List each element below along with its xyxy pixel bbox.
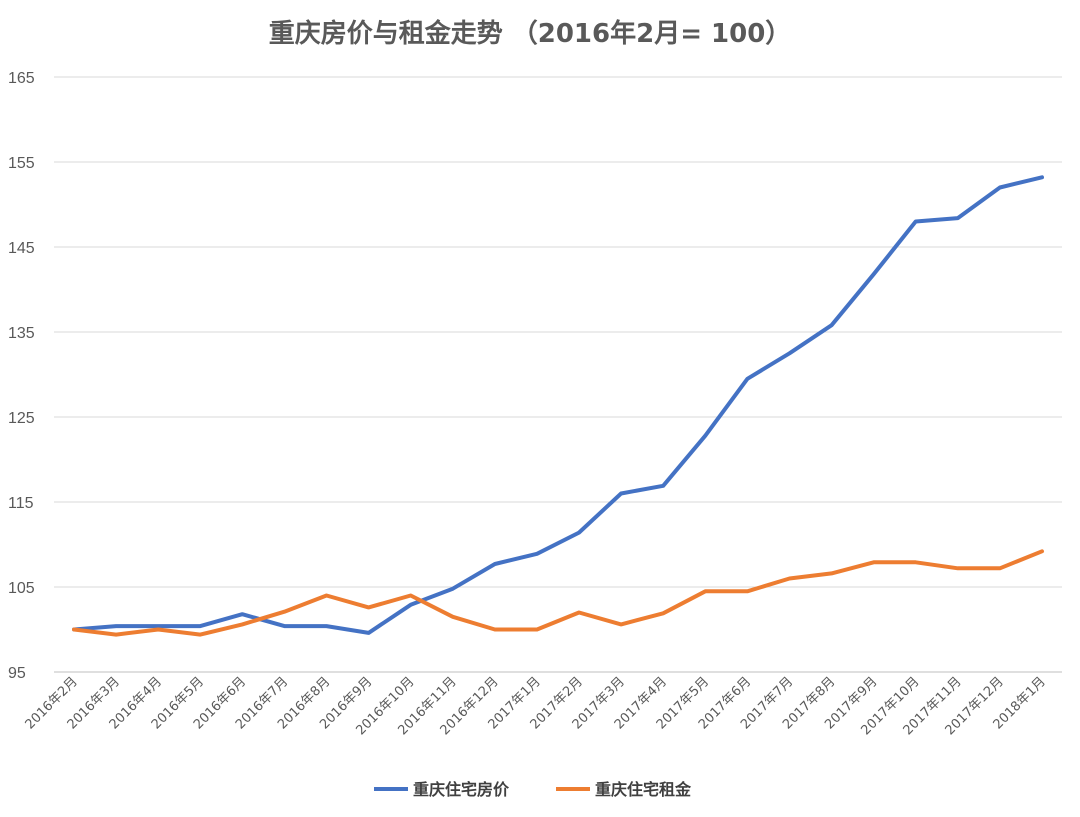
- rent-point: [157, 629, 159, 630]
- house-price-point: [410, 604, 412, 606]
- rent-point: [873, 561, 875, 563]
- house-price-point: [999, 187, 1001, 188]
- rent-point: [368, 606, 370, 608]
- y-tick-label: 115: [8, 495, 34, 512]
- house-price-point: [578, 532, 580, 534]
- house-price-point: [746, 378, 748, 380]
- rent-point: [620, 623, 622, 625]
- house-price-point: [199, 625, 201, 627]
- y-tick-label: 135: [8, 325, 35, 342]
- house-price-point: [831, 324, 833, 326]
- rent-point: [662, 612, 664, 614]
- house-price-point: [788, 352, 790, 354]
- rent-point: [704, 590, 706, 592]
- rent-point: [1041, 550, 1043, 552]
- house-price-point: [283, 625, 285, 627]
- house-price-point: [620, 493, 622, 494]
- house-price-point: [157, 625, 159, 627]
- house-price-point: [368, 632, 370, 634]
- house-price-point: [326, 625, 328, 627]
- series-line-rent: [72, 549, 1044, 637]
- rent-point: [283, 611, 285, 613]
- rent-point: [746, 590, 748, 592]
- house-price-point: [494, 563, 496, 565]
- y-tick-label: 95: [8, 665, 26, 682]
- y-tick-label: 155: [8, 155, 35, 172]
- y-tick-label: 145: [8, 240, 35, 257]
- rent-point: [410, 595, 412, 596]
- rent-point: [578, 612, 580, 613]
- rent-point: [957, 567, 959, 569]
- series-line-house-price: [72, 175, 1044, 635]
- house-price-point: [241, 613, 243, 615]
- house-price-point: [1041, 176, 1043, 178]
- rent-point: [999, 567, 1001, 569]
- series-lines: [72, 175, 1044, 637]
- rent-point: [831, 572, 833, 574]
- rent-point: [241, 623, 243, 625]
- x-axis-ticks: 2016年2月2016年3月2016年4月2016年5月2016年6月2016年…: [23, 674, 1049, 738]
- y-axis-ticks: 95 105 115 125 135 145 155 165: [8, 70, 35, 682]
- house-price-point: [536, 553, 538, 555]
- chart-title: 重庆房价与租金走势 （2016年2月= 100）: [269, 18, 792, 49]
- legend: 重庆住宅房价 重庆住宅租金: [374, 780, 692, 799]
- rent-point: [199, 634, 201, 636]
- house-price-point: [662, 485, 664, 487]
- house-price-point: [957, 217, 959, 219]
- rent-point: [73, 629, 75, 630]
- rent-point: [115, 634, 117, 636]
- gridlines: [54, 76, 1062, 673]
- y-tick-label: 105: [8, 580, 35, 597]
- rent-point: [452, 616, 454, 618]
- rent-point: [788, 578, 790, 579]
- legend-label-rent: 重庆住宅租金: [595, 780, 692, 799]
- legend-label-house-price: 重庆住宅房价: [413, 780, 510, 799]
- rent-point: [326, 595, 328, 596]
- rent-point: [915, 561, 917, 563]
- house-price-point: [873, 273, 875, 275]
- rent-point: [494, 629, 496, 630]
- house-price-point: [704, 435, 706, 437]
- house-price-point: [452, 588, 454, 590]
- rent-point: [536, 629, 538, 630]
- y-tick-label: 165: [8, 70, 35, 87]
- house-price-point: [115, 625, 117, 627]
- house-price-point: [915, 221, 917, 222]
- y-tick-label: 125: [8, 410, 35, 427]
